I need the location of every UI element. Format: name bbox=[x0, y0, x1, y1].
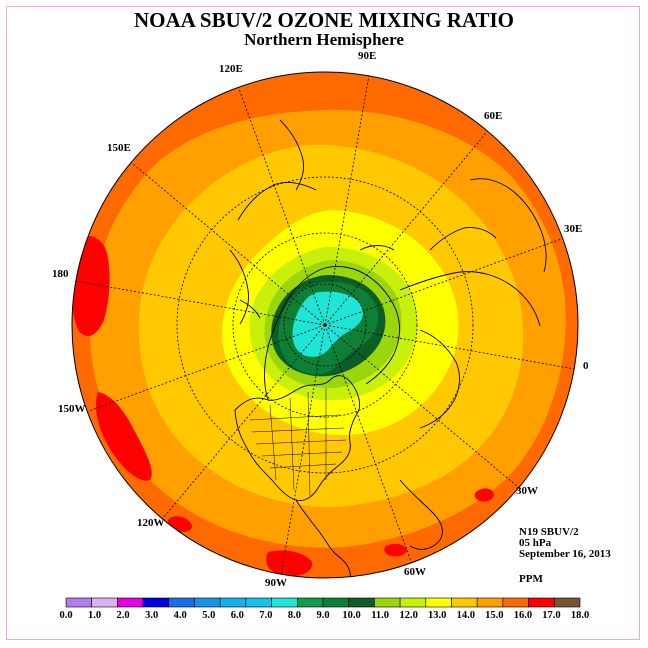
colorbar-tick-label: 17.0 bbox=[542, 610, 560, 621]
colorbar-swatch bbox=[451, 597, 478, 608]
colorbar-tick-label: 18.0 bbox=[571, 610, 589, 621]
colorbar-swatch bbox=[425, 597, 452, 608]
longitude-label: 30W bbox=[516, 485, 538, 497]
colorbar-swatch bbox=[271, 597, 298, 608]
maximum-region bbox=[95, 392, 152, 481]
maximum-region bbox=[384, 543, 407, 557]
colorbar-tick-label: 16.0 bbox=[514, 610, 532, 621]
colorbar-swatch bbox=[117, 597, 144, 608]
colorbar-swatch bbox=[91, 597, 118, 608]
colorbar-tick-label: 4.0 bbox=[174, 610, 187, 621]
colorbar-swatch bbox=[553, 597, 581, 608]
colorbar-tick-label: 0.0 bbox=[59, 610, 72, 621]
colorbar-tick-label: 13.0 bbox=[428, 610, 446, 621]
colorbar-tick-label: 7.0 bbox=[259, 610, 272, 621]
colorbar-swatch bbox=[142, 597, 170, 608]
colorbar-tick-label: 15.0 bbox=[485, 610, 503, 621]
graticule bbox=[176, 176, 474, 474]
coastlines bbox=[229, 119, 547, 578]
units-label: PPM bbox=[519, 573, 543, 585]
map-border bbox=[71, 71, 579, 579]
longitude-label: 120E bbox=[219, 63, 243, 75]
colorbar-tick-label: 1.0 bbox=[88, 610, 101, 621]
colorbar-swatch bbox=[219, 597, 247, 608]
colorbar-tick-label: 6.0 bbox=[231, 610, 244, 621]
map-title: NOAA SBUV/2 OZONE MIXING RATIO bbox=[134, 8, 514, 32]
longitude-label: 60W bbox=[404, 566, 426, 578]
longitude-label: 90E bbox=[358, 50, 377, 62]
contour-8 bbox=[292, 291, 363, 357]
longitude-label: 150W bbox=[58, 403, 86, 415]
colorbar: 0.0 1.0 2.0 3.0 4.0 5.0 6.0 7.0 8.0 9.0 10.0 11.0 12… bbox=[59, 597, 589, 621]
colorbar-swatch bbox=[374, 597, 401, 608]
longitude-label: 150E bbox=[107, 142, 131, 154]
colorbar-swatch bbox=[502, 597, 529, 608]
colorbar-swatch bbox=[168, 597, 195, 608]
longitude-label: 120W bbox=[137, 517, 165, 529]
longitude-label: 0 bbox=[583, 360, 589, 372]
colorbar-tick-label: 11.0 bbox=[371, 610, 389, 621]
colorbar-tick-label: 14.0 bbox=[457, 610, 475, 621]
colorbar-tick-label: 2.0 bbox=[117, 610, 130, 621]
colorbar-swatch bbox=[476, 597, 504, 608]
colorbar-tick-label: 10.0 bbox=[342, 610, 360, 621]
maximum-region bbox=[474, 488, 494, 502]
colorbar-tick-label: 12.0 bbox=[399, 610, 417, 621]
satellite-label: N19 SBUV/2 bbox=[519, 526, 579, 538]
state-boundaries bbox=[249, 388, 347, 497]
colorbar-swatch bbox=[194, 597, 221, 608]
colorbar-swatch bbox=[296, 597, 324, 608]
colorbar-tick-label: 3.0 bbox=[145, 610, 158, 621]
colorbar-swatch bbox=[245, 597, 272, 608]
colorbar-swatch bbox=[528, 597, 555, 608]
colorbar-tick-label: 9.0 bbox=[316, 610, 329, 621]
longitude-label: 90W bbox=[265, 577, 287, 589]
colorbar-swatch bbox=[399, 597, 427, 608]
longitude-label: 60E bbox=[484, 110, 503, 122]
map-subtitle: Northern Hemisphere bbox=[244, 30, 404, 49]
colorbar-tick-label: 8.0 bbox=[288, 610, 301, 621]
longitude-label: 30E bbox=[564, 223, 583, 235]
date-label: September 16, 2013 bbox=[519, 548, 611, 560]
longitude-label: 180 bbox=[52, 268, 69, 280]
maximum-region bbox=[266, 550, 313, 577]
colorbar-swatch bbox=[322, 597, 350, 608]
pressure-level-label: 05 hPa bbox=[519, 537, 552, 549]
figure-frame bbox=[6, 6, 640, 640]
colorbar-swatch bbox=[348, 597, 375, 608]
colorbar-tick-label: 5.0 bbox=[202, 610, 215, 621]
colorbar-swatch bbox=[65, 597, 93, 608]
